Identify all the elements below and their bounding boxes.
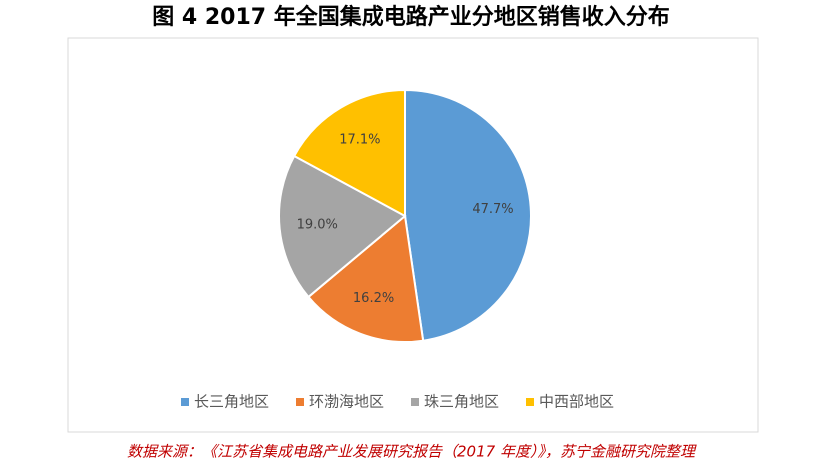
- data-label: 17.1%: [339, 133, 380, 148]
- legend-label: 环渤海地区: [309, 393, 384, 411]
- pie-slice: [278, 154, 407, 299]
- data-label: 19.0%: [297, 217, 338, 232]
- pie-slice: [292, 88, 406, 218]
- pie-slice: [404, 88, 532, 342]
- legend-marker: [296, 398, 304, 406]
- legend-label: 珠三角地区: [424, 393, 499, 411]
- source-note: 数据来源：《江苏省集成电路产业发展研究报告（2017 年度）》，苏宁金融研究院整…: [127, 443, 697, 461]
- data-label: 47.7%: [472, 202, 513, 217]
- legend-marker: [526, 398, 534, 406]
- legend-marker: [181, 398, 189, 406]
- legend-label: 长三角地区: [194, 393, 269, 411]
- legend-marker: [411, 398, 419, 406]
- chart-title: 图 4 2017 年全国集成电路产业分地区销售收入分布: [152, 4, 670, 30]
- legend-label: 中西部地区: [539, 393, 614, 411]
- pie-slice: [307, 214, 425, 343]
- data-label: 16.2%: [353, 291, 394, 306]
